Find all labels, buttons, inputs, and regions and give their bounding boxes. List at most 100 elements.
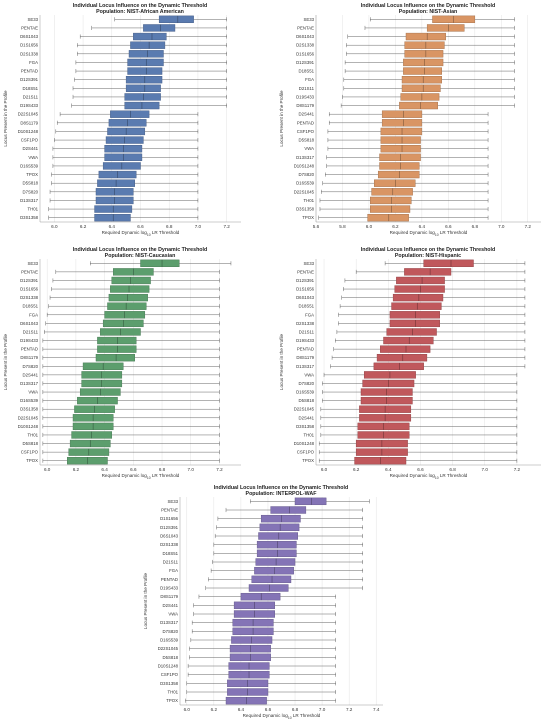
locus-label: D10S1248 — [294, 163, 315, 168]
locus-label: D12S391 — [20, 278, 39, 283]
x-tick-label: 6.2 — [353, 467, 360, 472]
box-d5s818: D5S818 — [22, 179, 199, 187]
locus-label: VWA — [28, 155, 38, 160]
x-tick-label: 7.2 — [514, 467, 521, 472]
box-d12s391: D12S391 — [160, 523, 363, 532]
y-axis-label: Locus Present in the Profile — [143, 572, 148, 629]
box-tpox: TPOX — [302, 457, 518, 465]
locus-label: VWA — [304, 146, 314, 151]
locus-label: D7S820 — [298, 172, 314, 177]
box-d8s1179: D8S1179 — [296, 354, 526, 362]
locus-label: TH01 — [303, 198, 314, 203]
x-tick-label: 6.2 — [392, 224, 399, 229]
iqr-box — [401, 84, 441, 92]
box-d2s441: D2S441 — [22, 371, 220, 379]
box-d16s539: D16S539 — [296, 388, 518, 396]
box-d16s539: D16S539 — [296, 179, 489, 187]
x-tick-label: 6.6 — [445, 224, 452, 229]
locus-label: TH01 — [27, 432, 38, 437]
locus-label: SE33 — [27, 17, 38, 22]
iqr-box — [110, 110, 150, 118]
x-tick-label: 6.6 — [265, 707, 272, 712]
locus-label: PENTAD — [161, 577, 178, 582]
x-tick-label: 7.0 — [498, 224, 505, 229]
chart-panel-4: Individual Locus Influence on the Dynami… — [279, 247, 541, 480]
box-d7s820: D7S820 — [298, 170, 489, 179]
iqr-box — [248, 584, 289, 592]
iqr-box — [380, 136, 421, 144]
x-tick-label: 6.8 — [292, 707, 299, 712]
box-d6s1043: D6S1043 — [20, 32, 227, 41]
locus-label: D10S1248 — [18, 129, 39, 134]
box-d22s1045: D22S1045 — [294, 405, 518, 413]
locus-label: FGA — [169, 568, 178, 573]
box-d19s433: D19S433 — [296, 336, 526, 345]
locus-label: D12S391 — [296, 278, 315, 283]
x-tick-label: 7.0 — [482, 467, 489, 472]
x-axis-label: Required Dynamic log10 LR Threshold — [102, 230, 180, 237]
iqr-box — [143, 24, 176, 32]
box-d2s441: D2S441 — [22, 145, 199, 153]
locus-label: D1S1656 — [20, 43, 39, 48]
locus-label: D12S391 — [296, 60, 315, 65]
x-axis-label: Required Dynamic log10 LR Threshold — [390, 473, 468, 480]
iqr-box — [404, 268, 452, 276]
x-tick-label: 7.2 — [346, 707, 353, 712]
iqr-box — [158, 15, 194, 23]
box-d6s1043: D6S1043 — [296, 32, 515, 41]
box-d2s1338: D2S1338 — [296, 41, 515, 49]
x-tick-label: 6.6 — [417, 467, 424, 472]
x-tick-label: 6.0 — [184, 707, 191, 712]
box-fga: FGA — [169, 566, 363, 575]
iqr-box — [380, 127, 423, 136]
locus-label: D21S11 — [299, 329, 315, 334]
iqr-box — [426, 24, 465, 32]
box-d1s1656: D1S1656 — [20, 41, 227, 49]
iqr-box — [371, 188, 413, 196]
locus-label: FGA — [305, 312, 314, 317]
box-d22s1045: D22S1045 — [18, 414, 220, 422]
locus-label: D21S11 — [23, 94, 39, 99]
locus-label: D2S1338 — [20, 295, 39, 300]
box-tpox: TPOX — [302, 214, 489, 222]
box-pentae: PENTAE — [297, 268, 526, 276]
box-d21s11: D21S11 — [299, 84, 515, 92]
box-pentae: PENTAE — [161, 506, 363, 514]
x-tick-label: 7.0 — [319, 707, 326, 712]
box-vwa: VWA — [304, 145, 489, 153]
iqr-box — [381, 110, 423, 118]
locus-label: TPOX — [302, 215, 314, 220]
x-tick-label: 6.8 — [166, 224, 173, 229]
locus-label: D12S391 — [160, 525, 179, 530]
box-d19s433: D19S433 — [296, 93, 515, 101]
box-d13s317: D13S317 — [20, 379, 220, 388]
box-d21s11: D21S11 — [299, 328, 526, 336]
chart-panel-2: Individual Locus Influence on the Dynami… — [279, 3, 541, 237]
iqr-box — [125, 76, 163, 84]
iqr-box — [383, 336, 434, 345]
box-th01: TH01 — [27, 205, 199, 213]
iqr-box — [107, 302, 147, 310]
iqr-box — [97, 336, 137, 345]
x-tick-label: 6.2 — [73, 467, 80, 472]
x-tick-label: 6.4 — [385, 467, 392, 472]
locus-label: PENTAE — [21, 25, 38, 30]
locus-label: D8S1179 — [296, 355, 314, 360]
box-d21s11: D21S11 — [23, 93, 227, 101]
locus-label: D2S441 — [298, 415, 314, 420]
box-pentad: PENTAD — [21, 67, 227, 75]
box-d3s1358: D3S1358 — [296, 205, 489, 213]
x-tick-label: 7.0 — [188, 467, 195, 472]
locus-label: D19S433 — [296, 338, 315, 343]
box-vwa: VWA — [168, 610, 336, 618]
locus-label: D6S1043 — [160, 534, 179, 539]
box-d21s11: D21S11 — [23, 328, 220, 336]
locus-label: SE33 — [27, 261, 38, 266]
box-d19s433: D19S433 — [20, 336, 220, 345]
box-th01: TH01 — [303, 196, 489, 205]
locus-label: D13S317 — [296, 364, 315, 369]
box-d8s1179: D8S1179 — [160, 592, 336, 601]
box-d5s818: D5S818 — [162, 653, 336, 662]
iqr-box — [130, 41, 166, 49]
locus-label: D5S818 — [22, 181, 38, 186]
